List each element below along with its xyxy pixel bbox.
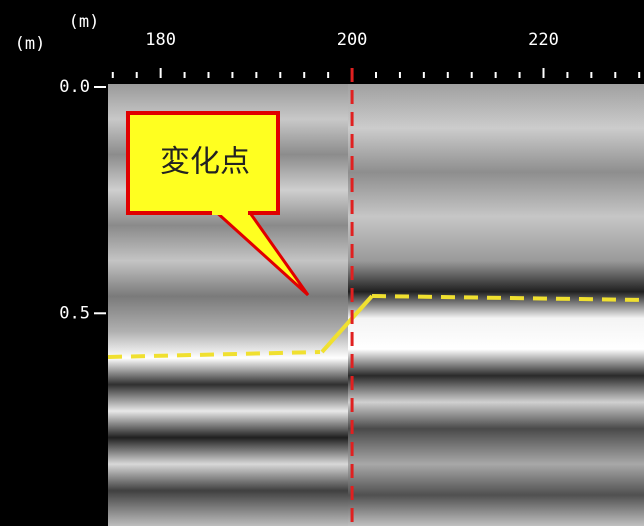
y-unit: (m) (15, 34, 46, 54)
x-tick-label: 220 (528, 30, 559, 50)
y-tick-label: 0.5 (59, 303, 90, 323)
x-tick-label: 200 (337, 30, 368, 50)
interface-segment (107, 350, 321, 359)
callout-text: 変化点 (160, 145, 250, 180)
x-tick-label: 180 (145, 30, 176, 50)
interface-line (107, 294, 644, 359)
x-unit: (m) (69, 12, 100, 32)
interface-segment (320, 294, 374, 354)
y-tick-label: 0.0 (59, 77, 90, 97)
callout: 変化点 (126, 111, 310, 297)
